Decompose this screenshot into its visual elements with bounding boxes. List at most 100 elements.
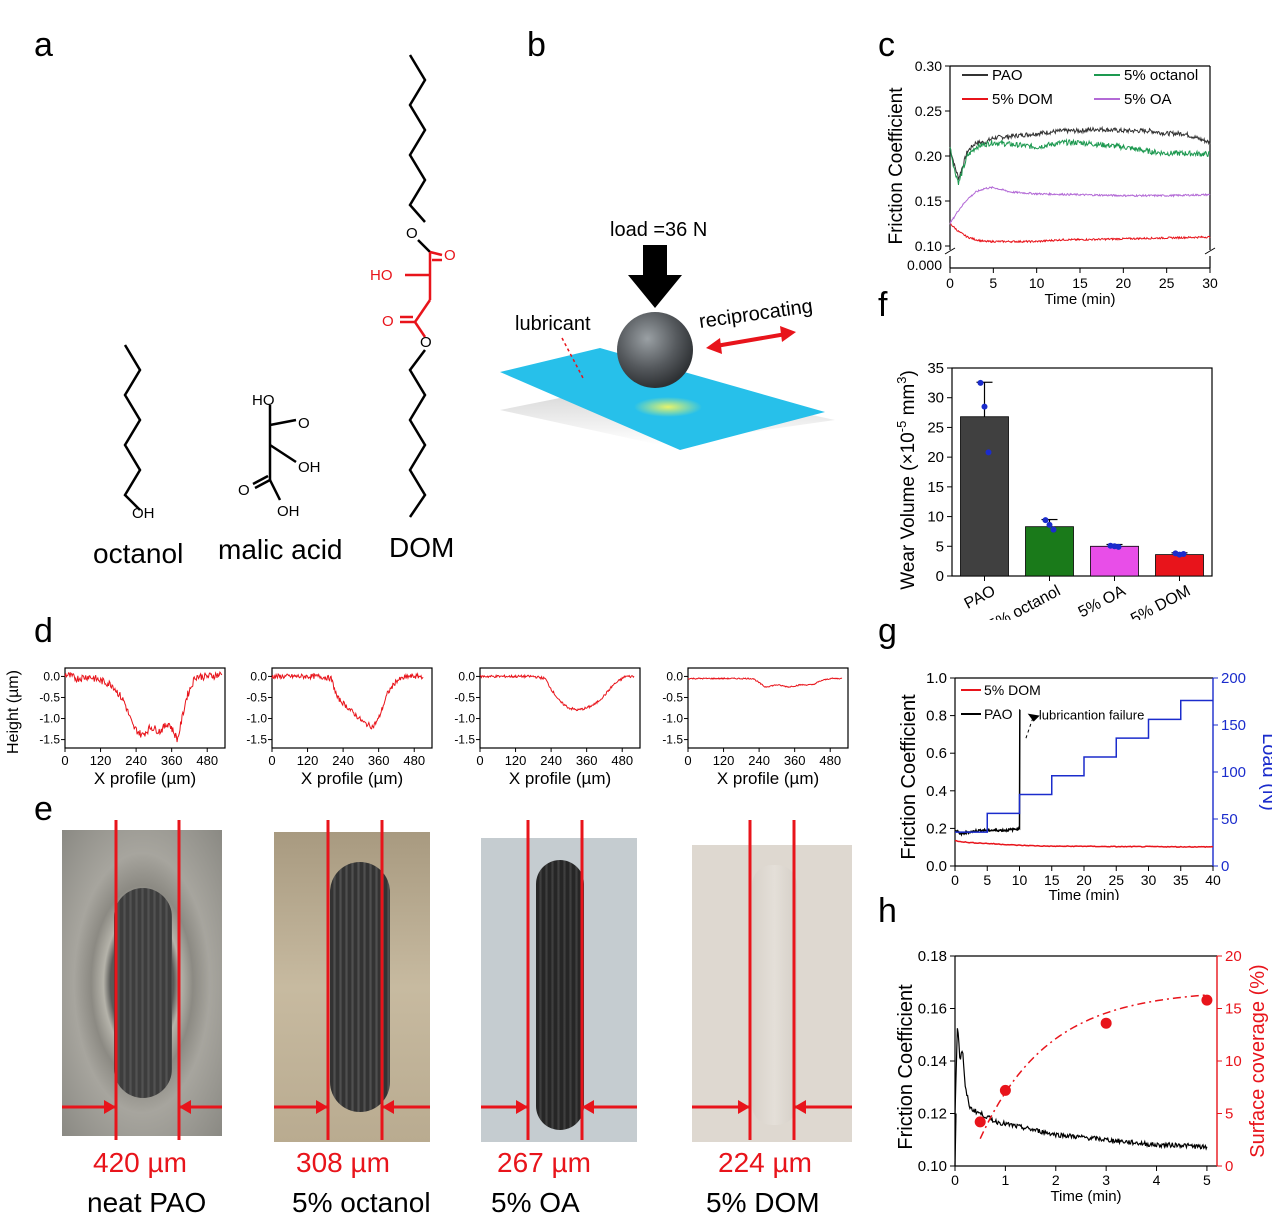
reciprocating-arrow (706, 326, 796, 354)
profile-line (479, 673, 635, 712)
sample-name-dom: 5% DOM (706, 1187, 820, 1218)
x-tick-label: 10 (1029, 275, 1045, 291)
x-axis-label: X profile (µm) (509, 769, 611, 788)
y-tick-label: 0.18 (918, 948, 947, 965)
y-axis-label-part: Wear Volume (×10 (898, 432, 919, 590)
octanol-chain (123, 344, 142, 511)
x-axis-label: X profile (µm) (717, 769, 819, 788)
wear-scar-photo-oa (481, 838, 637, 1142)
y-tick-label: 10 (927, 509, 944, 526)
load-label: load =36 N (610, 219, 707, 241)
y-axis-label: Wear Volume (×10-5 mm3) (894, 370, 919, 590)
coverage-point (1201, 994, 1213, 1006)
reciprocating-label: reciprocating (698, 295, 814, 333)
x-tick-label: 120 (505, 753, 527, 768)
y-tick-label: -1.0 (246, 712, 267, 726)
panel-label-h: h (878, 892, 897, 930)
x-tick-label: 240 (748, 753, 770, 768)
width-arrowhead (179, 1100, 191, 1114)
dom-o1-atom: O (444, 247, 456, 264)
y2-axis-label: Load (N) (1258, 733, 1272, 811)
x-tick-label: PAO (962, 583, 999, 613)
x-tick-label: 480 (611, 753, 633, 768)
sample-name-pao: neat PAO (87, 1187, 207, 1218)
x-tick-label: 15 (1072, 275, 1088, 291)
legend-label: 5% DOM (992, 91, 1053, 108)
series-line-friction (954, 1028, 1208, 1151)
x-tick-label: 360 (576, 753, 598, 768)
wear-scar-photo-octanol (274, 832, 430, 1142)
x-tick-label: 5% OA (1076, 582, 1129, 620)
y2-tick-label: 0 (1221, 858, 1229, 875)
x-tick-label: 5 (1203, 1172, 1211, 1188)
axis-break-mark (1204, 247, 1216, 255)
y-tick-label: 0.4 (926, 783, 947, 800)
data-point (1046, 521, 1053, 528)
coverage-fit-line (979, 994, 1207, 1140)
x-tick-label: 25 (1108, 872, 1124, 888)
malic-ho-atom: HO (252, 392, 275, 409)
y2-tick-label: 200 (1221, 670, 1246, 687)
y2-tick-label: 5 (1225, 1106, 1233, 1123)
y2-axis-label: Surface coverage (%) (1247, 964, 1269, 1157)
malic-o-atom: O (298, 415, 310, 432)
y-axis-label: Height (µm) (5, 670, 22, 754)
plot-frame (951, 367, 1213, 577)
y-tick-label: 0.30 (915, 58, 942, 74)
panel-label-a: a (34, 26, 53, 64)
legend-label: 5% octanol (1124, 67, 1198, 84)
y-tick-label: 0.0 (458, 669, 475, 683)
x-tick-label: 480 (403, 753, 425, 768)
wear-scar-markers (62, 820, 852, 1140)
panel-label-g: g (878, 612, 897, 650)
y-tick-label: -1.0 (39, 712, 60, 726)
series-line-load (955, 699, 1213, 833)
y-tick-label: 0.0 (43, 669, 60, 683)
x-tick-label: 240 (540, 753, 562, 768)
y-tick-label: 0.0 (666, 669, 683, 683)
y2-tick-label: 0 (1225, 1158, 1233, 1175)
x-tick-label: 30 (1202, 275, 1218, 291)
coverage-point (974, 1116, 986, 1128)
y2-tick-label: 15 (1225, 1001, 1242, 1018)
profile-frame (479, 667, 641, 749)
y-tick-label: -0.5 (454, 690, 475, 704)
profile-line (64, 671, 223, 743)
x-tick-label: 30 (1141, 872, 1157, 888)
tribology-schematic: load =36 N lubricant reciprocating (500, 219, 835, 450)
y2-tick-label: 20 (1225, 948, 1242, 965)
y-tick-label: 0.10 (918, 1158, 947, 1175)
y-tick-label: -1.5 (39, 733, 60, 747)
profile-line (271, 671, 424, 730)
x-tick-label: 240 (332, 753, 354, 768)
profile-frame (271, 667, 433, 749)
y2-tick-label: 10 (1225, 1053, 1242, 1070)
x-tick-label: 20 (1116, 275, 1132, 291)
x-tick-label: 5% octanol (985, 583, 1063, 620)
series-line-5--dom (954, 839, 1214, 848)
panel-label-c: c (878, 26, 895, 64)
panel-label-d: d (34, 612, 53, 650)
x-tick-label: 5 (983, 872, 991, 888)
x-tick-label: 0 (946, 275, 954, 291)
y-tick-label: 0.14 (918, 1053, 947, 1070)
x-axis-label: Time (min) (1044, 291, 1115, 308)
y-tick-label: -1.5 (246, 733, 267, 747)
y-tick-label: 0.0 (926, 858, 947, 875)
y-axis-label: Friction Coefficient (895, 984, 917, 1150)
y-tick-label: 15 (927, 479, 944, 496)
dom-o-top-atom: O (406, 225, 418, 242)
wear-width-dom: 224 µm (718, 1147, 812, 1178)
y-tick-label: 0.2 (926, 820, 947, 837)
y2-tick-label: 100 (1221, 764, 1246, 781)
wear-scar-photo-dom (692, 845, 852, 1142)
y-axis-label: Friction Coefficient (886, 87, 907, 245)
wear-width-octanol: 308 µm (296, 1147, 390, 1178)
y-tick-label: -0.5 (662, 690, 683, 704)
y-axis-label-part: -5 (894, 421, 909, 433)
y-tick-label: -1.5 (454, 733, 475, 747)
profile-frame (64, 667, 226, 749)
y-tick-label: 0.25 (915, 103, 942, 119)
x-tick-label: 20 (1076, 872, 1092, 888)
